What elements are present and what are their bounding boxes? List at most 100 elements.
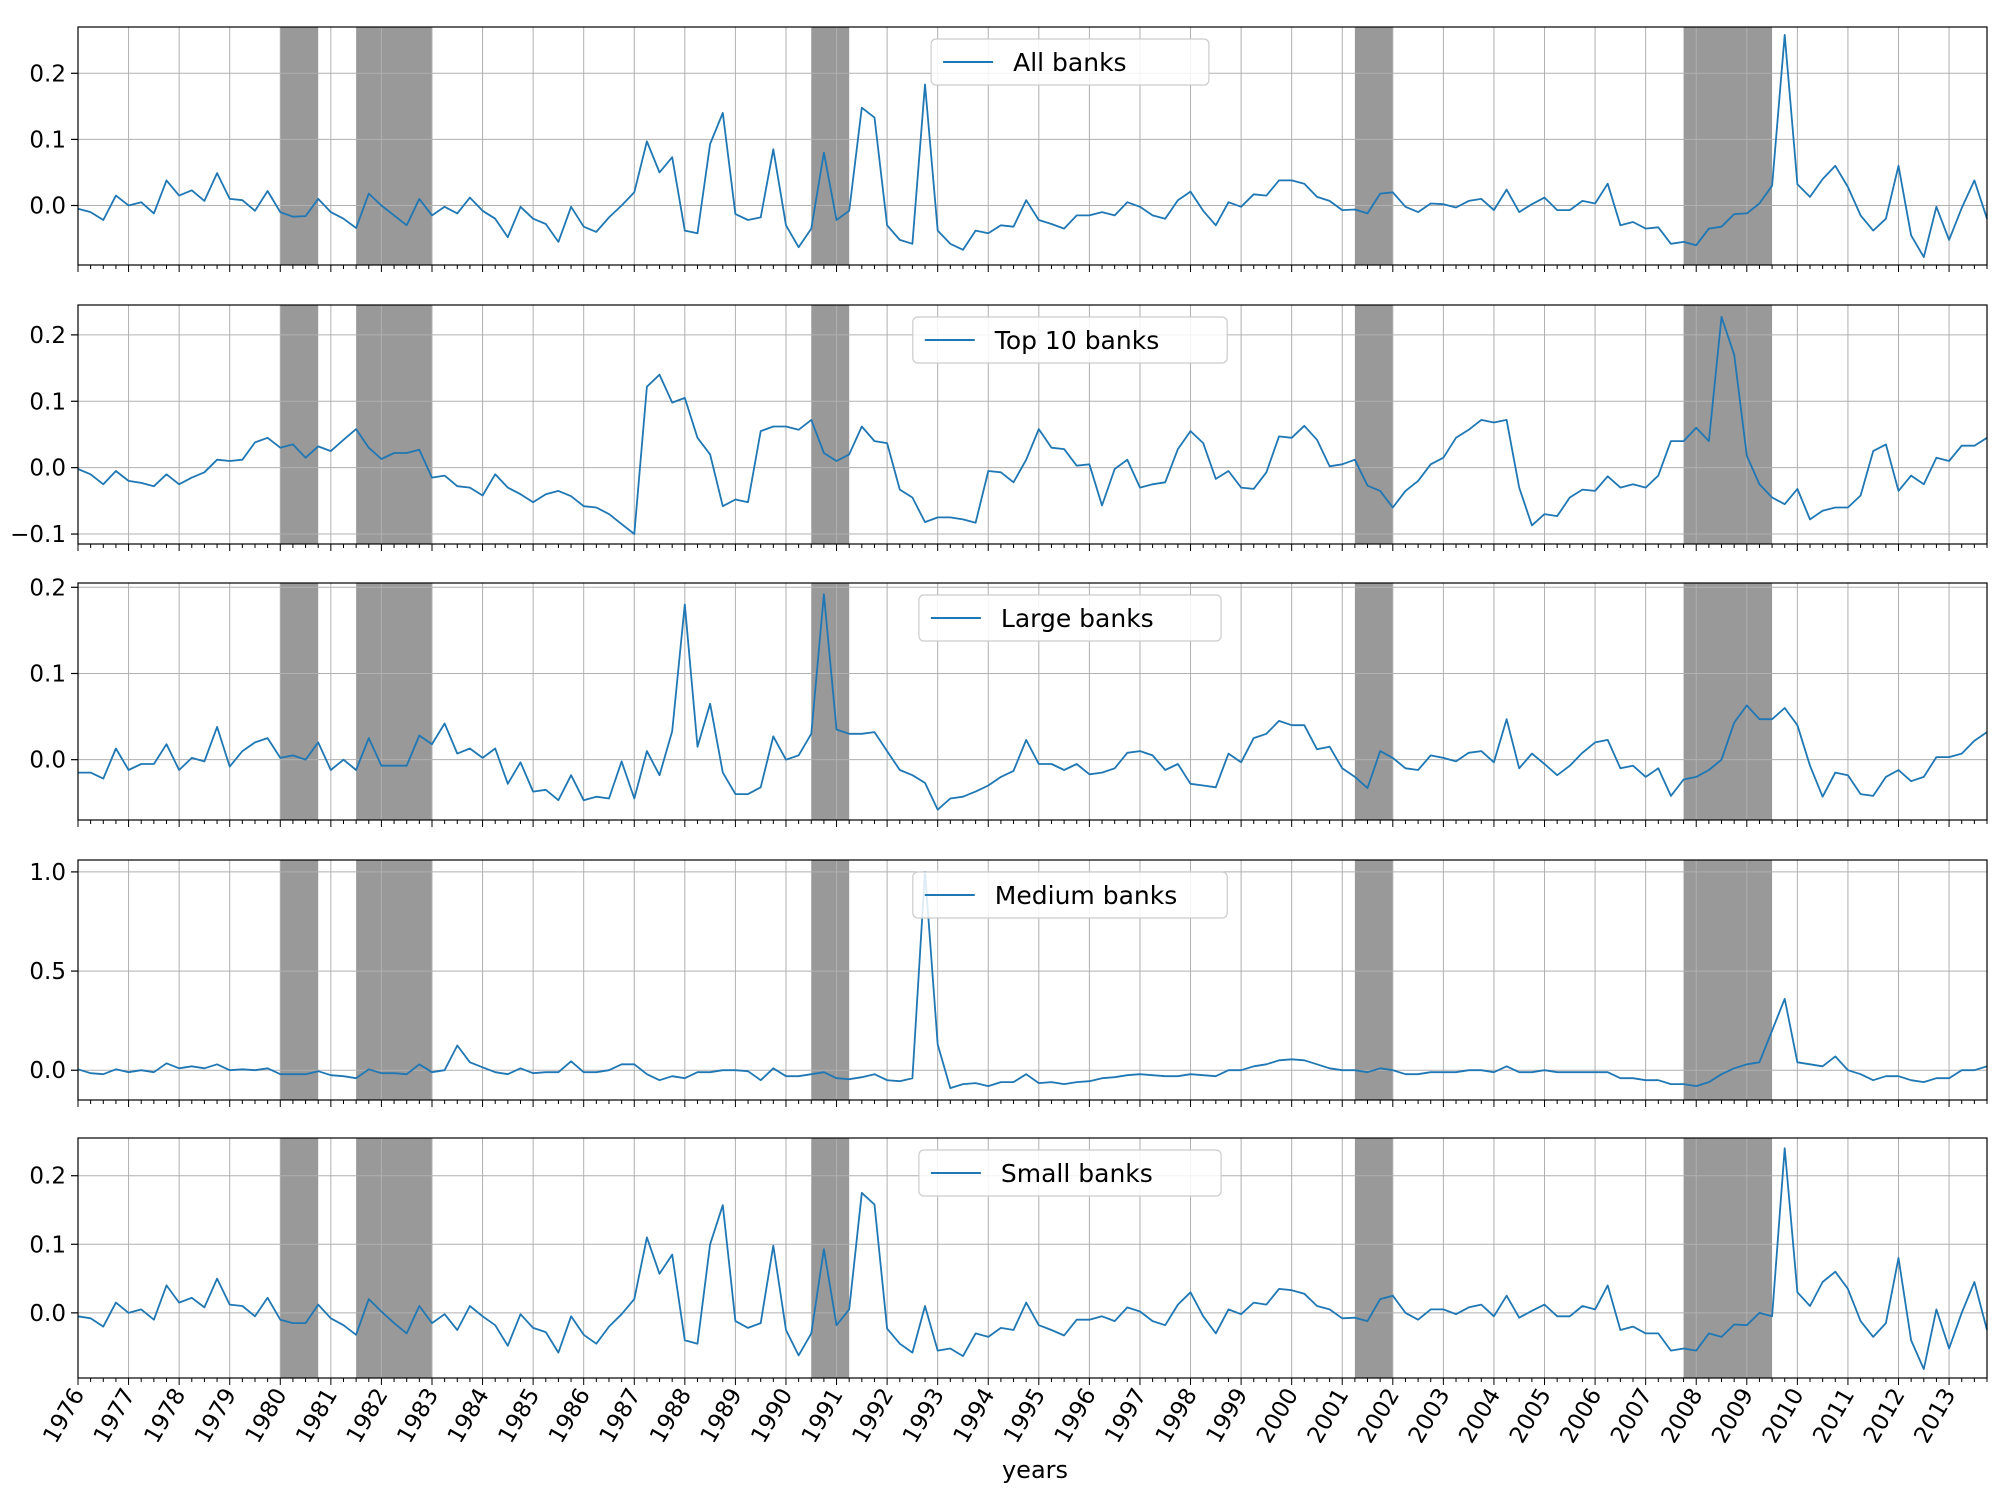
panel-4: 0.0 0.5 1.0 Medium banks: [29, 859, 1988, 1107]
y-tick-label: 0.1: [29, 1232, 66, 1258]
y-tick-label: 0.0: [29, 1058, 66, 1084]
x-tick-label: 2000: [1252, 1384, 1304, 1448]
recession-band: [1683, 305, 1773, 544]
series-line: [78, 593, 1988, 811]
series-line: [77, 1147, 1988, 1370]
y-tick-label: 0.2: [29, 61, 66, 87]
x-tick-label: 2007: [1606, 1384, 1658, 1448]
x-tick-label: 1977: [89, 1384, 141, 1448]
series-line: [77, 34, 1988, 259]
recession-band: [356, 583, 432, 820]
recession-band: [811, 1138, 850, 1378]
axes-frame: [77, 859, 1988, 1101]
x-tick-label: 1980: [241, 1384, 293, 1448]
legend: Medium banks: [912, 871, 1228, 919]
x-tick-label: 2006: [1555, 1384, 1607, 1448]
x-tick-label: 1985: [494, 1384, 546, 1448]
panel-1: 0.0 0.1 0.2 All banks: [29, 26, 1988, 272]
x-tick-label: 1992: [848, 1384, 900, 1448]
x-tick-label: 1989: [696, 1384, 748, 1448]
x-tick-label: 2003: [1404, 1384, 1456, 1448]
legend: Top 10 banks: [912, 316, 1228, 364]
legend-label: Medium banks: [995, 881, 1177, 910]
y-tick-label: 0.1: [29, 389, 66, 415]
legend-label: Top 10 banks: [994, 326, 1159, 355]
x-tick-label: 1981: [291, 1384, 343, 1448]
chart-panels: 0.0 0.1 0.2 All banks −0.1 0.0 0.1 0.2 Top 10 ba…: [10, 26, 1988, 1385]
panel-2: −0.1 0.0 0.1 0.2 Top 10 banks: [10, 304, 1988, 551]
x-tick-label: 2011: [1808, 1384, 1860, 1448]
recession-band: [356, 860, 432, 1100]
x-tick-label: 1996: [1050, 1384, 1102, 1448]
recession-band: [356, 305, 432, 544]
y-tick-label: 0.1: [29, 661, 66, 687]
recession-band: [1683, 860, 1773, 1100]
panel-5: 0.0 0.1 0.2 Small banks: [29, 1137, 1988, 1385]
y-tick-label: 0.0: [29, 748, 66, 774]
legend-box: [918, 1149, 1222, 1197]
x-tick-label: 1994: [949, 1384, 1001, 1448]
recession-band: [1354, 27, 1393, 265]
x-tick-label: 1991: [797, 1384, 849, 1448]
x-tick-label: 2013: [1909, 1384, 1961, 1448]
legend-label: All banks: [1013, 48, 1126, 77]
recession-band: [811, 860, 850, 1100]
recession-band: [1683, 583, 1773, 820]
axes-frame: [77, 304, 1988, 545]
x-axis: 1976197719781979198019811982198319841985…: [38, 1384, 1961, 1448]
y-tick-label: −0.1: [10, 522, 66, 548]
x-tick-label: 1987: [595, 1384, 647, 1448]
recession-band: [811, 305, 850, 544]
x-tick-label: 1979: [190, 1384, 242, 1448]
recession-band: [1354, 1138, 1393, 1378]
series-line: [77, 315, 1988, 535]
axes-frame: [77, 26, 1988, 266]
y-tick-label: 0.5: [29, 959, 66, 985]
x-tick-label: 1978: [140, 1384, 192, 1448]
x-tick-label: 2008: [1657, 1384, 1709, 1448]
recession-band: [1354, 860, 1393, 1100]
x-axis-label: years: [1002, 1456, 1068, 1484]
legend: Large banks: [918, 594, 1222, 642]
y-tick-label: 0.0: [29, 1301, 66, 1327]
x-tick-label: 1976: [38, 1384, 90, 1448]
recession-band: [280, 27, 319, 265]
recession-band: [280, 305, 319, 544]
y-tick-label: 0.2: [29, 1164, 66, 1190]
y-tick-label: 0.2: [29, 323, 66, 349]
x-tick-label: 1983: [392, 1384, 444, 1448]
x-tick-label: 2005: [1505, 1384, 1557, 1448]
legend-box: [912, 871, 1228, 919]
x-tick-label: 1990: [746, 1384, 798, 1448]
x-tick-label: 1988: [645, 1384, 697, 1448]
x-tick-label: 1982: [342, 1384, 394, 1448]
recession-band: [1354, 305, 1393, 544]
legend: Small banks: [918, 1149, 1222, 1197]
y-tick-label: 0.0: [29, 456, 66, 482]
x-tick-label: 1997: [1100, 1384, 1152, 1448]
legend-box: [930, 38, 1210, 86]
series-line: [77, 871, 1988, 1089]
legend-label: Large banks: [1001, 604, 1154, 633]
x-tick-label: 1993: [898, 1384, 950, 1448]
legend: All banks: [930, 38, 1210, 86]
y-tick-label: 0.1: [29, 127, 66, 153]
x-tick-label: 1984: [443, 1384, 495, 1448]
x-tick-label: 2009: [1707, 1384, 1759, 1448]
recession-band: [1683, 1138, 1773, 1378]
x-tick-label: 2012: [1859, 1384, 1911, 1448]
x-tick-label: 2002: [1353, 1384, 1405, 1448]
recession-band: [811, 27, 850, 265]
legend-label: Small banks: [1001, 1159, 1153, 1188]
y-tick-label: 0.2: [29, 575, 66, 601]
recession-band: [1683, 27, 1773, 265]
recession-band: [280, 1138, 319, 1378]
x-tick-label: 1999: [1202, 1384, 1254, 1448]
recession-band: [811, 583, 850, 820]
panel-3: 0.0 0.1 0.2 Large banks: [29, 575, 1988, 827]
x-tick-label: 2010: [1758, 1384, 1810, 1448]
x-tick-label: 1998: [1151, 1384, 1203, 1448]
recession-band: [280, 860, 319, 1100]
recession-band: [356, 27, 432, 265]
